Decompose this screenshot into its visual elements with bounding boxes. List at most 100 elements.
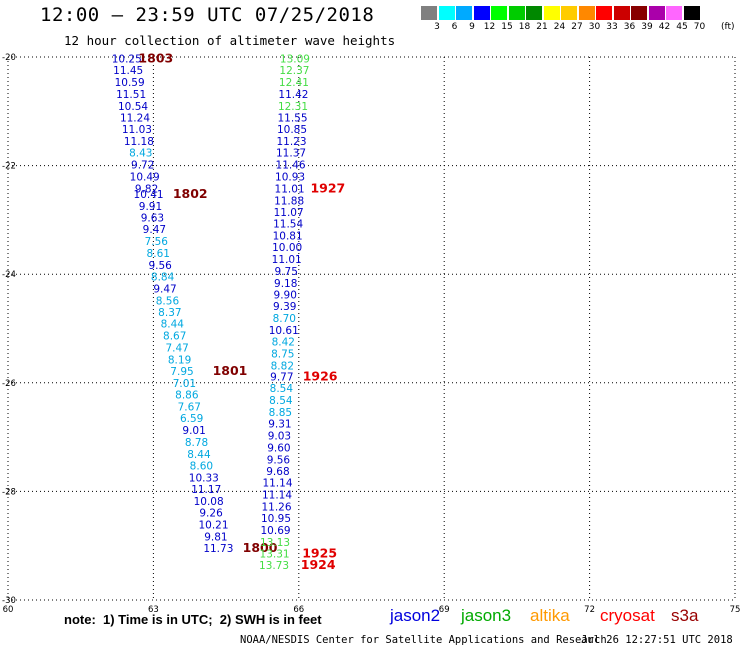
wave-height-value: 10.59 — [115, 77, 145, 89]
wave-height-value: 9.03 — [268, 430, 291, 442]
lat-tick-label: -20 — [2, 53, 16, 63]
credit-line: NOAA/NESDIS Center for Satellite Applica… — [240, 634, 607, 646]
wave-height-value: 8.85 — [269, 407, 292, 419]
legend-swatch — [596, 6, 612, 20]
wave-height-value: 10.33 — [189, 472, 219, 484]
wave-height-value: 8.54 — [270, 383, 294, 395]
wave-height-value: 10.08 — [194, 496, 224, 508]
legend-swatch-label: 15 — [501, 22, 513, 32]
pass-time-label: 1927 — [310, 180, 345, 195]
wave-height-value: 9.01 — [182, 425, 205, 437]
wave-height-value: 8.44 — [187, 449, 211, 461]
legend-swatch — [648, 6, 665, 20]
legend-swatch-label: 3 — [434, 22, 440, 32]
wave-height-value: 10.61 — [269, 325, 299, 337]
lon-tick-label: 60 — [3, 605, 14, 615]
footnote: note: 1) Time is in UTC; 2) SWH is in fe… — [64, 612, 322, 627]
wave-height-value: 8.82 — [271, 360, 294, 372]
satellite-tracks: 10.2511.4510.5911.5110.5411.2411.0311.18… — [112, 51, 346, 573]
satellite-pass: 11.73 1800 — [203, 540, 277, 555]
legend-swatch-label: 18 — [518, 22, 531, 32]
legend-swatch — [613, 6, 630, 20]
wave-height-value: 9.90 — [274, 289, 297, 301]
wave-height-value: 9.82 — [135, 183, 158, 195]
wave-height-value: 11.01 — [272, 254, 302, 266]
legend-swatch — [438, 6, 455, 20]
wave-height-value: 11.51 — [116, 89, 146, 101]
wave-height-value: 13.31 — [260, 548, 290, 560]
satellite-legend-entry: cryosat — [600, 606, 655, 625]
wave-height-value: 9.47 — [143, 224, 166, 236]
wave-height-value: 8.42 — [272, 337, 295, 349]
wave-height-value: 8.67 — [163, 331, 186, 343]
legend-swatch — [491, 6, 507, 20]
satellite-legend-entry: jason3 — [461, 606, 512, 625]
satellite-legend-entry: jason2 — [390, 606, 441, 625]
lon-tick-label: 63 — [148, 605, 159, 615]
wave-height-value: 9.81 — [204, 531, 227, 543]
wave-height-value: 8.56 — [156, 295, 180, 307]
wave-height-value: 12.31 — [278, 101, 308, 113]
pass-time-label: 1924 — [301, 557, 336, 572]
wave-height-value: 9.91 — [139, 201, 162, 213]
lat-tick-label: -24 — [2, 270, 16, 280]
lat-tick-label: -28 — [2, 487, 16, 497]
wave-height-value: 11.07 — [274, 207, 304, 219]
legend-swatch-label: 33 — [606, 22, 618, 32]
wave-height-value: 8.86 — [175, 390, 199, 402]
legend-swatch-label: 6 — [451, 22, 458, 32]
legend-swatch-label: 24 — [553, 22, 566, 32]
wave-height-value: 8.75 — [271, 348, 294, 360]
legend-swatch-label: 42 — [658, 22, 671, 32]
wave-height-value: 11.26 — [261, 502, 291, 514]
wave-height-value: 11.73 — [203, 543, 233, 555]
wave-height-value: 9.68 — [266, 466, 289, 478]
lon-tick-label: 69 — [439, 605, 450, 615]
legend-swatch-label: 9 — [469, 22, 475, 32]
wave-height-value: 9.56 — [148, 260, 172, 272]
wave-height-value: 11.88 — [274, 195, 304, 207]
wave-height-value: 6.59 — [180, 413, 203, 425]
satellite-pass: 13.0912.3712.4111.4212.3111.5510.8511.23… — [269, 54, 346, 373]
lat-tick-label: -22 — [2, 162, 16, 172]
color-scale-legend: 3 6 9 12 15 18 21 24 27 30 33 36 39 42 45 70 (ft) — [421, 6, 735, 32]
legend-swatch — [666, 6, 682, 20]
legend-swatch — [683, 6, 700, 20]
wave-height-value: 8.54 — [269, 395, 293, 407]
legend-swatch — [508, 6, 525, 20]
wave-height-value: 7.01 — [173, 378, 196, 390]
legend-swatch — [631, 6, 647, 20]
wave-height-value: 8.61 — [147, 248, 170, 260]
legend-swatch — [561, 6, 577, 20]
satellite-legend-entry: altika — [530, 606, 570, 625]
wave-height-value: 8.60 — [190, 460, 213, 472]
legend-swatch — [526, 6, 542, 20]
wave-height-value: 9.31 — [268, 419, 291, 431]
wave-height-value: 8.37 — [158, 307, 181, 319]
wave-height-value: 12.37 — [279, 65, 309, 77]
legend-swatch — [421, 6, 437, 20]
wave-height-value: 9.72 — [131, 160, 154, 172]
lon-tick-label: 72 — [584, 605, 595, 615]
legend-swatch-label: 45 — [676, 22, 688, 32]
satellite-pass: 9.778.548.548.859.319.039.609.569.6811.1… — [261, 368, 338, 537]
legend-unit: (ft) — [721, 22, 735, 32]
lon-tick-label: 75 — [730, 605, 740, 615]
wave-height-value: 8.84 — [151, 271, 175, 283]
wave-height-value: 10.41 — [134, 189, 164, 201]
wave-height-value: 10.25 — [112, 54, 142, 66]
legend-swatch-label: 36 — [623, 22, 636, 32]
wave-height-value: 10.85 — [277, 124, 307, 136]
wave-height-value: 8.70 — [273, 313, 296, 325]
wave-height-value: 10.00 — [272, 242, 302, 254]
wave-height-value: 11.37 — [276, 148, 306, 160]
wave-height-value: 9.63 — [141, 213, 164, 225]
wave-height-value: 8.78 — [185, 437, 208, 449]
satellite-pass: 10.2511.4510.5911.5110.5411.2411.0311.18… — [112, 51, 174, 196]
map-subtitle: 12 hour collection of altimeter wave hei… — [64, 33, 396, 48]
wave-height-value: 10.95 — [261, 513, 291, 525]
wave-height-value: 10.93 — [275, 171, 305, 183]
